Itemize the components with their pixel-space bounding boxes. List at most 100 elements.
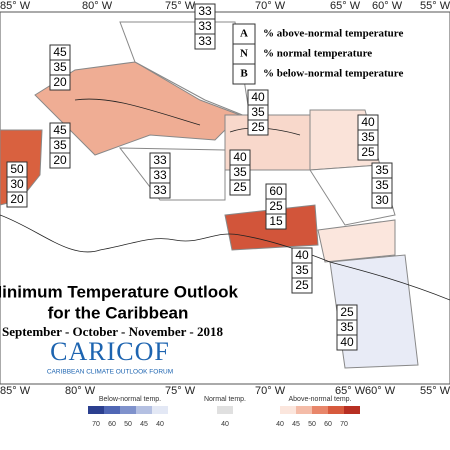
probability-box: [247, 119, 269, 136]
probability-value: 25: [340, 305, 354, 319]
colorbar-tick: 70: [340, 421, 348, 428]
probability-value: 35: [53, 138, 67, 152]
region-trinidad: [317, 219, 396, 263]
probability-value: 50: [10, 162, 24, 176]
subtitle: for the Caribbean: [48, 303, 189, 322]
logo-caption: CARIBBEAN CLIMATE OUTLOOK FORUM: [47, 369, 173, 376]
colorbar-title: Above-normal temp.: [288, 396, 351, 403]
probability-box: [149, 182, 171, 199]
colorbar-tick: 50: [308, 421, 316, 428]
probability-value: 35: [340, 320, 354, 334]
probability-value: 40: [233, 150, 247, 164]
legend-key: B: [240, 68, 248, 80]
colorbar-tick: 45: [140, 421, 148, 428]
colorbar-swatch: [344, 406, 360, 414]
probability-box: [336, 334, 358, 351]
longitude-label: 75° W: [165, 0, 196, 12]
probability-value: 33: [198, 19, 212, 33]
probability-box: [371, 192, 393, 209]
title: Minimum Temperature Outlook: [0, 282, 239, 301]
coastline: [74, 98, 201, 126]
colorbar-swatch: [88, 406, 104, 414]
probability-box: [49, 152, 71, 169]
colorbar-tick: 40: [221, 421, 229, 428]
probability-value: 35: [295, 263, 309, 277]
region-bahamas: [119, 21, 251, 119]
probability-value: 45: [53, 123, 67, 137]
colorbar-tick: 60: [108, 421, 116, 428]
probability-value: 33: [153, 183, 167, 197]
colorbar-swatch: [136, 406, 152, 414]
legend-text: % below-normal temperature: [263, 68, 403, 80]
probability-value: 20: [10, 192, 24, 206]
probability-value: 25: [361, 145, 375, 159]
probability-value: 40: [295, 248, 309, 262]
probability-value: 25: [233, 180, 247, 194]
probability-value: 40: [340, 335, 354, 349]
legend-text: % normal temperature: [263, 48, 372, 60]
probability-box: [229, 179, 251, 196]
probability-value: 45: [53, 45, 67, 59]
probability-value: 40: [361, 115, 375, 129]
colorbar-swatch: [152, 406, 168, 414]
region-caribbean: [118, 147, 226, 201]
probability-value: 25: [251, 120, 265, 134]
probability-value: 20: [53, 75, 67, 89]
colorbar-swatch: [280, 406, 296, 414]
longitude-label: 80° W: [65, 385, 96, 397]
probability-value: 33: [153, 153, 167, 167]
period: September - October - November - 2018: [2, 324, 223, 339]
colorbar-swatch: [120, 406, 136, 414]
probability-box: [194, 33, 216, 50]
colorbar-tick: 50: [124, 421, 132, 428]
probability-value: 15: [269, 214, 283, 228]
probability-value: 35: [361, 130, 375, 144]
colorbar-swatch: [217, 406, 233, 414]
longitude-label: 55° W: [420, 385, 450, 397]
probability-box: [357, 144, 379, 161]
probability-box: [49, 74, 71, 91]
probability-value: 60: [269, 184, 283, 198]
probability-box: [291, 277, 313, 294]
probability-value: 35: [375, 178, 389, 192]
probability-value: 35: [233, 165, 247, 179]
longitude-label: 80° W: [82, 0, 113, 12]
longitude-label: 60° W: [372, 0, 403, 12]
longitude-label: 85° W: [0, 0, 31, 12]
colorbar-swatch: [104, 406, 120, 414]
probability-value: 33: [198, 4, 212, 18]
colorbar-tick: 45: [292, 421, 300, 428]
longitude-label: 85° W: [0, 385, 31, 397]
longitude-label: 60° W: [365, 385, 396, 397]
longitude-label: 65° W: [330, 0, 361, 12]
probability-box: [265, 213, 287, 230]
colorbar-tick: 40: [156, 421, 164, 428]
probability-value: 30: [10, 177, 24, 191]
probability-value: 33: [153, 168, 167, 182]
colorbar-title: Below-normal temp.: [99, 396, 161, 403]
probability-value: 25: [269, 199, 283, 213]
probability-value: 25: [295, 278, 309, 292]
longitude-label: 75° W: [165, 385, 196, 397]
probability-value: 20: [53, 153, 67, 167]
colorbar-title: Normal temp.: [204, 396, 246, 403]
colorbar-swatch: [328, 406, 344, 414]
longitude-label: 70° W: [255, 0, 286, 12]
probability-value: 30: [375, 193, 389, 207]
colorbar-tick: 40: [276, 421, 284, 428]
logo: CARICOF: [50, 337, 170, 366]
coastline: [0, 214, 450, 301]
colorbar-tick: 60: [324, 421, 332, 428]
colorbar-tick: 70: [92, 421, 100, 428]
legend-key: A: [240, 28, 248, 40]
longitude-label: 65° W: [335, 385, 366, 397]
longitude-label: 70° W: [255, 385, 286, 397]
probability-value: 33: [198, 34, 212, 48]
probability-box: [6, 191, 28, 208]
longitude-label: 55° W: [420, 0, 450, 12]
legend-key: N: [240, 48, 248, 60]
probability-value: 35: [53, 60, 67, 74]
probability-value: 40: [251, 90, 265, 104]
